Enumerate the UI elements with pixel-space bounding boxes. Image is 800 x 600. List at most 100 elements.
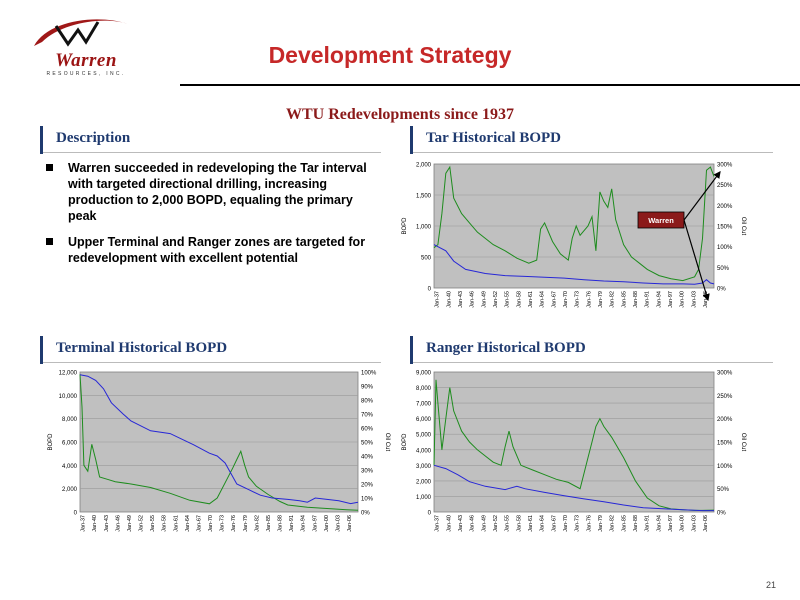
heading-rule — [43, 362, 381, 363]
y2-tick-label: 80% — [361, 399, 374, 405]
x-tick-label: Jan-97 — [668, 515, 674, 532]
x-tick-label: Jan-73 — [575, 291, 581, 308]
bullet-square-icon — [46, 164, 53, 171]
tar-chart-heading-text: Tar Historical BOPD — [426, 130, 561, 146]
y-tick-label: 12,000 — [59, 371, 78, 377]
bullet-text: Warren succeeded in redeveloping the Tar… — [68, 161, 367, 223]
y-tick-label: 4,000 — [416, 448, 432, 454]
x-tick-label: Jan-70 — [208, 515, 214, 532]
annotation-arrow — [683, 219, 710, 302]
y-tick-label: 0 — [428, 511, 432, 517]
heading-bar — [410, 126, 413, 154]
x-tick-label: Jan-79 — [598, 291, 604, 308]
oil-cut-series-line — [433, 464, 714, 512]
x-tick-label: Jan-67 — [551, 291, 557, 308]
heading-bar — [40, 126, 43, 154]
y-axis-title: BOPD — [48, 433, 54, 451]
x-tick-label: Jan-70 — [563, 515, 569, 532]
x-tick-label: Jan-52 — [139, 515, 145, 532]
x-tick-label: Jan-40 — [92, 515, 98, 532]
annotation-box — [637, 211, 685, 229]
x-tick-label: Jan-79 — [243, 515, 249, 532]
y2-tick-label: 50% — [717, 266, 730, 272]
x-tick-label: Jan-82 — [610, 515, 616, 532]
y-tick-label: 0 — [74, 511, 78, 517]
x-tick-label: Jan-46 — [115, 515, 121, 532]
description-bullets: Warren succeeded in redeveloping the Tar… — [46, 160, 376, 276]
x-tick-label: Jan-61 — [528, 291, 534, 308]
y2-axis-title: Oil Cut — [384, 433, 390, 452]
x-tick-label: Jan-94 — [301, 515, 307, 532]
y-tick-label: 7,000 — [416, 402, 432, 408]
y2-tick-label: 250% — [717, 394, 733, 400]
tar-chart-svg: 0 500 1,000 1,500 2,000 0% 50% 100% 150% 200% 250%… — [402, 163, 746, 308]
x-tick-label: Jan-49 — [481, 291, 487, 308]
y-tick-label: 2,000 — [416, 163, 432, 169]
title-rule — [180, 84, 800, 86]
x-tick-label: Jan-58 — [516, 515, 522, 532]
x-tick-label: Jan-55 — [505, 291, 511, 308]
x-tick-label: Jan-55 — [505, 515, 511, 532]
y-tick-label: 500 — [421, 256, 432, 262]
terminal-chart-svg: 0 2,000 4,000 6,000 8,000 10,000 12,000 0% 10% 20… — [48, 371, 390, 532]
y-tick-label: 5,000 — [416, 433, 432, 439]
ranger-chart-svg: 0 1,000 2,000 3,000 4,000 5,000 6,000 7,000 8,00… — [402, 371, 746, 532]
y2-tick-label: 50% — [361, 441, 374, 447]
y-tick-label: 6,000 — [62, 441, 78, 447]
y2-tick-label: 20% — [361, 483, 374, 489]
y-axis-title: BOPD — [402, 217, 408, 235]
oil-cut-series-line — [79, 374, 359, 505]
x-tick-label: Jan-49 — [127, 515, 133, 532]
logo-wordmark: Warren — [55, 50, 117, 71]
y-tick-label: 1,500 — [416, 194, 432, 200]
y2-tick-label: 30% — [361, 469, 374, 475]
y-tick-label: 9,000 — [416, 371, 432, 377]
bullet-square-icon — [46, 238, 53, 245]
x-tick-label: Jan-06 — [347, 515, 353, 532]
x-tick-label: Jan-46 — [470, 291, 476, 308]
x-tick-label: Jan-55 — [150, 515, 156, 532]
y2-tick-label: 200% — [717, 417, 733, 423]
y-tick-label: 8,000 — [416, 386, 432, 392]
annotation-label: Warren — [648, 216, 674, 225]
x-tick-label: Jan-91 — [645, 291, 651, 308]
y-tick-label: 2,000 — [62, 487, 78, 493]
heading-bar — [40, 336, 43, 364]
oil-rate-series-line — [433, 379, 715, 511]
x-tick-label: Jan-91 — [289, 515, 295, 532]
x-tick-label: Jan-79 — [598, 515, 604, 532]
annotation-arrow — [683, 171, 721, 221]
y2-tick-label: 70% — [361, 413, 374, 419]
x-tick-label: Jan-70 — [563, 291, 569, 308]
y-tick-label: 2,000 — [416, 479, 432, 485]
ranger-chart: 0 1,000 2,000 3,000 4,000 5,000 6,000 7,000 8,00… — [398, 368, 748, 546]
warren-logo: Warren RESOURCES, INC. — [28, 12, 136, 82]
x-tick-label: Jan-97 — [312, 515, 318, 532]
oil-rate-series-line — [433, 165, 715, 282]
bullet-item: Warren succeeded in redeveloping the Tar… — [46, 160, 376, 224]
x-tick-label: Jan-88 — [633, 291, 639, 308]
x-tick-label: Jan-91 — [645, 515, 651, 532]
y2-tick-label: 100% — [717, 245, 733, 251]
x-tick-label: Jan-52 — [493, 291, 499, 308]
x-tick-label: Jan-64 — [540, 291, 546, 308]
x-tick-label: Jan-52 — [493, 515, 499, 532]
x-tick-label: Jan-03 — [335, 515, 341, 532]
tar-chart: 0 500 1,000 1,500 2,000 0% 50% 100% 150% 200% 250%… — [398, 160, 748, 330]
y-tick-label: 1,000 — [416, 495, 432, 501]
y2-tick-label: 90% — [361, 385, 374, 391]
x-tick-label: Jan-43 — [458, 291, 464, 308]
page-number: 21 — [765, 580, 776, 590]
y2-tick-label: 0% — [717, 287, 726, 293]
y2-tick-label: 50% — [717, 487, 730, 493]
x-tick-label: Jan-94 — [656, 515, 662, 532]
x-tick-label: Jan-76 — [231, 515, 237, 532]
y-tick-label: 0 — [428, 287, 432, 293]
x-tick-label: Jan-37 — [435, 515, 441, 532]
warren-logo-mark — [34, 19, 128, 47]
x-tick-label: Jan-43 — [458, 515, 464, 532]
x-tick-label: Jan-46 — [470, 515, 476, 532]
x-tick-label: Jan-00 — [680, 515, 686, 532]
y2-tick-label: 10% — [361, 497, 374, 503]
x-tick-label: Jan-88 — [278, 515, 284, 532]
